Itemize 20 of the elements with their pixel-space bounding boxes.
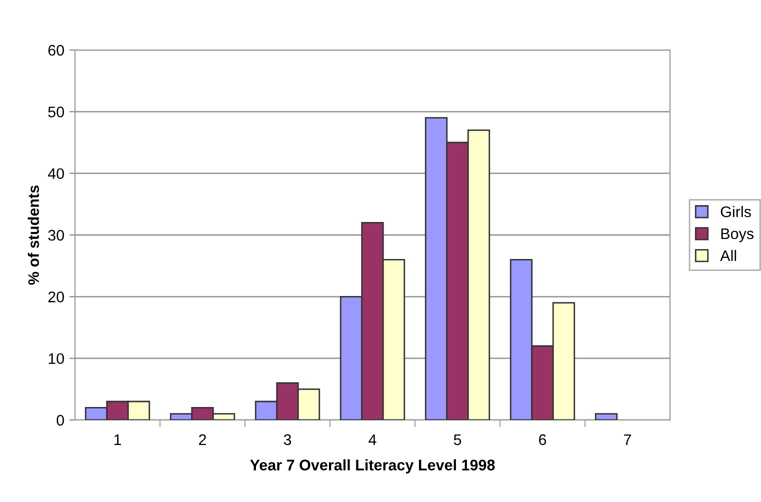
legend-label: Boys <box>721 228 754 242</box>
legend-label: Girls <box>720 206 751 218</box>
x-axis-title: Year 7 Overall Literacy Level 1998 <box>250 459 495 474</box>
x-tick-label: 6 <box>539 434 546 446</box>
x-tick-label: 3 <box>284 434 292 446</box>
y-tick-label: 20 <box>48 292 64 302</box>
x-tick-label: 5 <box>454 434 462 446</box>
y-tick-label: 30 <box>48 230 64 241</box>
x-tick-label: 4 <box>368 434 376 445</box>
y-axis-title: % of students <box>28 186 40 285</box>
bar <box>594 413 618 420</box>
x-tick-label: 1 <box>114 434 122 445</box>
y-tick-label: 60 <box>48 44 64 56</box>
y-tick-label: 40 <box>48 168 64 180</box>
y-tick-label: 0 <box>56 414 64 426</box>
x-tick-label: 7 <box>624 434 631 445</box>
y-tick-label: 50 <box>48 106 64 118</box>
legend-label: All <box>720 250 736 261</box>
x-tick-label: 2 <box>199 434 206 445</box>
y-tick-label: 10 <box>48 353 64 364</box>
